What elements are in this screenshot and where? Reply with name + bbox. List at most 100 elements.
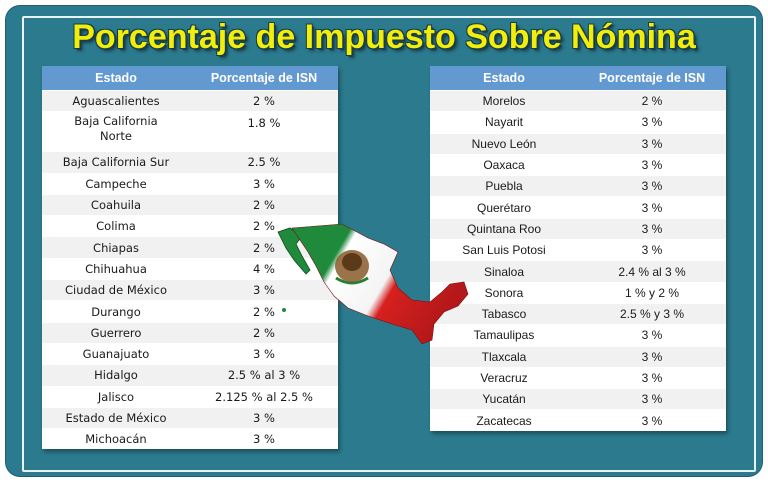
table-row: Veracruz 3 % [430,366,726,389]
cell-estado: Veracruz [430,366,578,389]
table-row: Durango 2 % [42,300,338,323]
cell-estado: Chiapas [42,236,190,259]
table-row: San Luis Potosi 3 % [430,239,726,261]
table-row: Yucatán 3 % [430,388,726,410]
cell-porcentaje: 2.5 % al 3 % [190,364,338,387]
cell-estado: Sonora [430,281,578,304]
cell-estado: Tamaulipas [430,324,578,347]
cell-estado: Oaxaca [430,153,578,176]
cell-porcentaje: 2 % [190,193,338,216]
table-row: Sonora 1 % y 2 % [430,281,726,304]
mexico-flag-map-icon [277,223,469,345]
table-row: Tamaulipas 3 % [430,324,726,347]
cell-porcentaje: 3 % [578,366,726,389]
cell-estado: Tlaxcala [430,345,578,368]
cell-porcentaje: 3 % [578,175,726,197]
cell-porcentaje: 3 % [578,239,726,261]
cell-porcentaje: 3 % [578,345,726,368]
cell-porcentaje: 3 % [578,132,726,155]
cell-porcentaje: 3 % [190,342,338,365]
cell-porcentaje: 3 % [578,111,726,134]
table-row: Baja California Sur 2.5 % [42,151,338,174]
cell-estado: Nayarit [430,111,578,134]
table-row: Zacatecas 3 % [430,409,726,431]
table-row: Morelos 2 % [430,89,726,112]
cell-porcentaje: 2.125 % al 2.5 % [190,385,338,408]
cell-estado: Campeche [42,172,190,195]
cell-porcentaje: 1 % y 2 % [578,281,726,304]
cell-porcentaje: 2.4 % al 3 % [578,260,726,283]
cell-porcentaje: 3 % [190,428,338,450]
cell-porcentaje: 3 % [578,409,726,431]
cell-estado: Aguascalientes [42,89,190,112]
cell-porcentaje: 3 % [190,172,338,195]
table-row: Querétaro 3 % [430,196,726,219]
table-row: Estado de México 3 % [42,406,338,429]
cell-estado: San Luis Potosi [430,239,578,261]
cell-estado: Yucatán [430,388,578,410]
table-row: Quintana Roo 3 % [430,217,726,240]
header-porcentaje: Porcentaje de ISN [190,66,338,91]
cell-estado: Sinaloa [430,260,578,283]
cell-estado: Puebla [430,175,578,197]
cell-porcentaje: 3 % [578,196,726,219]
cell-estado: Nuevo León [430,132,578,155]
cell-porcentaje: 1.8 % [190,111,338,152]
cell-estado: Querétaro [430,196,578,219]
table-row: Nayarit 3 % [430,111,726,134]
cell-estado: Morelos [430,89,578,112]
cell-estado: Chihuahua [42,257,190,280]
cell-porcentaje: 3 % [578,388,726,410]
isn-table-right: Estado Porcentaje de ISN Morelos 2 % Nayar… [430,66,726,431]
cell-porcentaje: 3 % [190,406,338,429]
cell-porcentaje: 3 % [190,279,338,301]
table-row: Nuevo León 3 % [430,132,726,155]
table-row: Jalisco 2.125 % al 2.5 % [42,385,338,408]
cell-estado: Baja California Norte [42,111,190,152]
cell-estado: Tabasco [430,302,578,325]
cell-estado: Durango [42,300,190,323]
cell-estado: Estado de México [42,406,190,429]
table-row: Ciudad de México 3 % [42,279,338,301]
page-title: Porcentaje de Impuesto Sobre Nómina [72,18,696,56]
cell-estado: Ciudad de México [42,279,190,301]
cell-estado: Colima [42,215,190,237]
cell-porcentaje: 3 % [578,153,726,176]
cell-estado: Hidalgo [42,364,190,387]
cell-estado: Michoacán [42,428,190,450]
table-row: Tlaxcala 3 % [430,345,726,368]
cell-porcentaje: 2 % [578,89,726,112]
isn-table-left: Estado Porcentaje de ISN Aguascalientes 2… [42,66,338,450]
table-row: Tabasco 2.5 % y 3 % [430,302,726,325]
cell-estado: Quintana Roo [430,217,578,240]
table-row: Oaxaca 3 % [430,153,726,176]
cell-porcentaje: 2 % [190,89,338,112]
table-row: Chiapas 2 % [42,236,338,259]
table-row: Aguascalientes 2 % [42,89,338,112]
cell-porcentaje: 2 % [190,300,338,323]
cell-porcentaje: 2.5 % [190,151,338,174]
cell-estado: Guerrero [42,321,190,344]
cell-estado: Baja California Sur [42,151,190,174]
cell-estado: Coahuila [42,193,190,216]
cell-estado: Jalisco [42,385,190,408]
header-estado: Estado [42,66,190,91]
header-estado: Estado [430,66,578,91]
cell-porcentaje: 3 % [578,217,726,240]
inner-border [22,16,756,472]
cell-estado: Zacatecas [430,409,578,431]
cell-porcentaje: 2.5 % y 3 % [578,302,726,325]
table-row: Michoacán 3 % [42,428,338,450]
table-row: Guanajuato 3 % [42,342,338,365]
table-row: Campeche 3 % [42,172,338,195]
table-row: Coahuila 2 % [42,193,338,216]
table-row: Hidalgo 2.5 % al 3 % [42,364,338,387]
table-row: Guerrero 2 % [42,321,338,344]
table-row: Sinaloa 2.4 % al 3 % [430,260,726,283]
cell-porcentaje: 3 % [578,324,726,347]
table-row: Baja California Norte 1.8 % [42,111,338,152]
cell-porcentaje: 2 % [190,321,338,344]
cell-estado: Guanajuato [42,342,190,365]
table-row: Puebla 3 % [430,175,726,197]
header-porcentaje: Porcentaje de ISN [578,66,726,91]
